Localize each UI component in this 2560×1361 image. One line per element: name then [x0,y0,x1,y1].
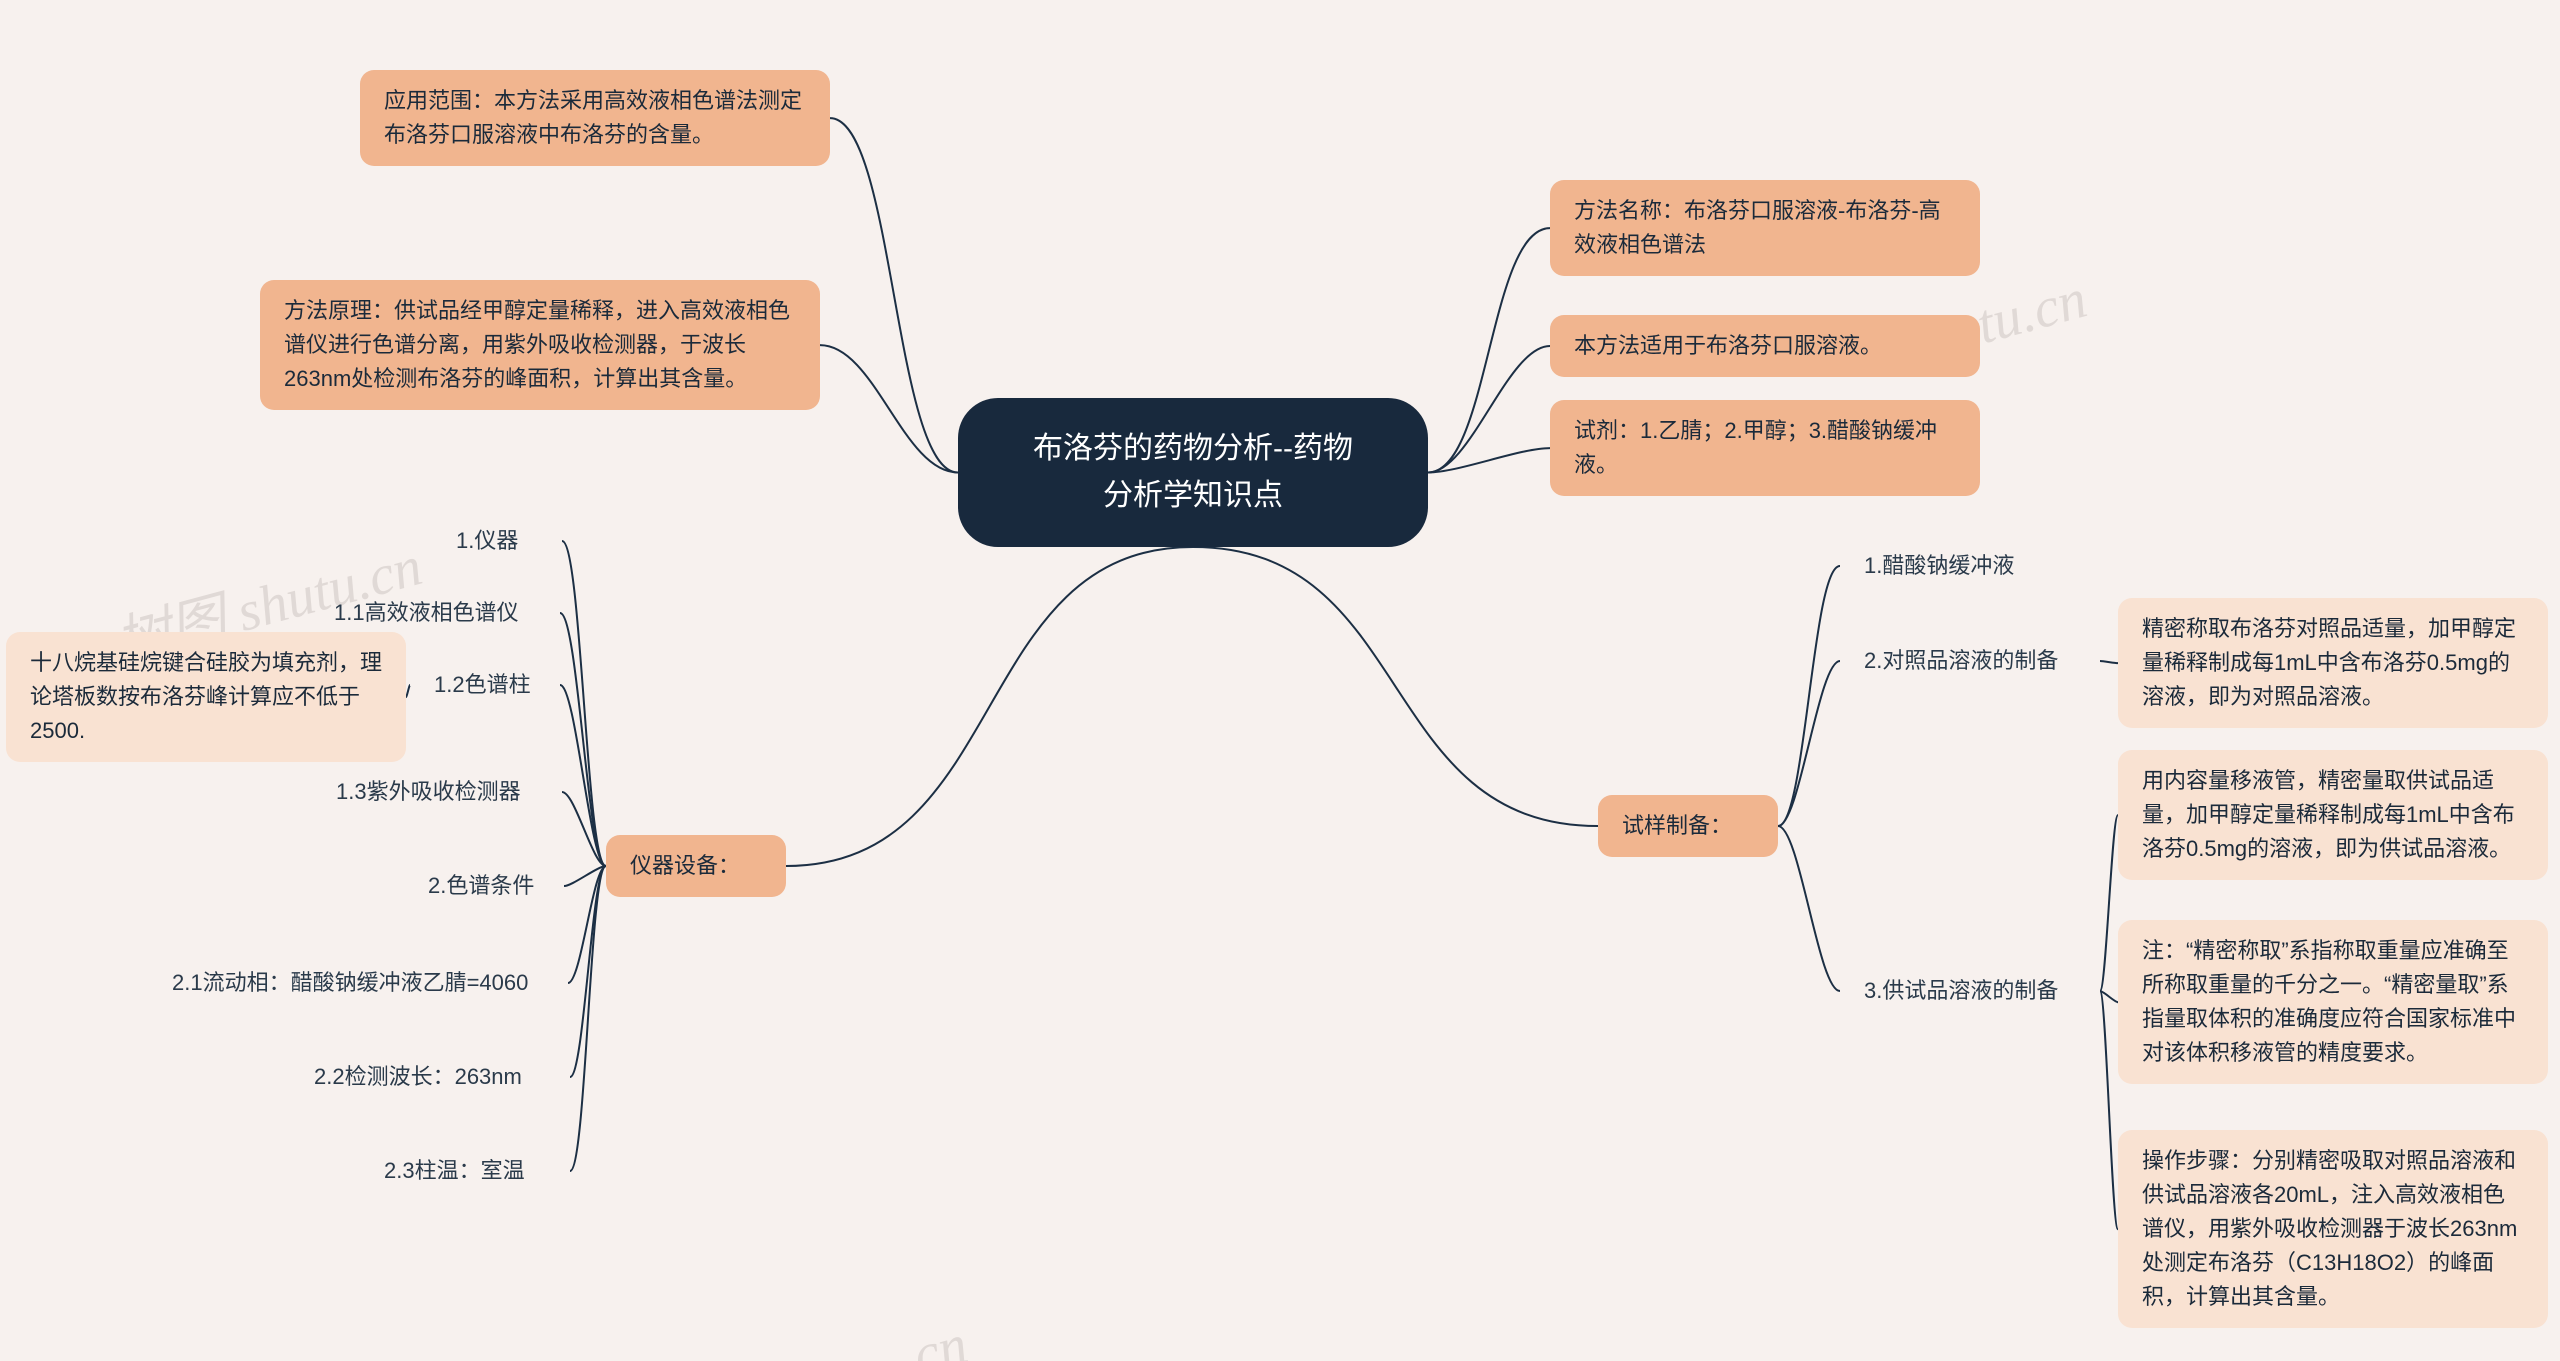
edge [2100,991,2118,1002]
edge [786,547,1193,866]
watermark: .cn [893,1312,974,1361]
edge [560,685,606,866]
node-eq-2: 2.色谱条件 [404,855,564,917]
edge [1778,566,1840,826]
edge [1193,547,1598,826]
node-method-name: 方法名称：布洛芬口服溶液-布洛芬-高效液相色谱法 [1550,180,1980,276]
node-principle: 方法原理：供试品经甲醇定量稀释，进入高效液相色谱仪进行色谱分离，用紫外吸收检测器… [260,280,820,410]
edge [830,118,958,472]
node-eq-1-2: 1.2色谱柱 [410,654,560,716]
center-node: 布洛芬的药物分析--药物分析学知识点 [958,398,1428,547]
node-sample-2-note: 精密称取布洛芬对照品适量，加甲醇定量稀释制成每1mL中含布洛芬0.5mg的溶液，… [2118,598,2548,728]
edge [1778,826,1840,991]
edge [568,866,606,983]
edge [564,866,606,886]
node-sample-3a: 用内容量移液管，精密量取供试品适量，加甲醇定量稀释制成每1mL中含布洛芬0.5m… [2118,750,2548,880]
node-sample-3b: 注：“精密称取”系指称取重量应准确至所称取重量的千分之一。“精密量取”系指量取体… [2118,920,2548,1084]
edge [1428,228,1550,472]
edge [1428,448,1550,472]
node-eq-2-1: 2.1流动相：醋酸钠缓冲液乙腈=4060 [148,952,568,1014]
node-reagents: 试剂：1.乙腈；2.甲醇；3.醋酸钠缓冲液。 [1550,400,1980,496]
node-equipment: 仪器设备： [606,835,786,897]
edge [2100,661,2118,663]
edge [2100,991,2118,1229]
node-applicable: 本方法适用于布洛芬口服溶液。 [1550,315,1980,377]
node-sample-3c: 操作步骤：分别精密吸取对照品溶液和供试品溶液各20mL，注入高效液相色谱仪，用紫… [2118,1130,2548,1328]
edge [1428,346,1550,472]
node-sample-3: 3.供试品溶液的制备 [1840,960,2100,1022]
node-eq-2-3: 2.3柱温：室温 [360,1140,570,1202]
node-sample-prep: 试样制备： [1598,795,1778,857]
node-eq-2-2: 2.2检测波长：263nm [290,1046,570,1108]
edge [570,866,606,1077]
edge [570,866,606,1171]
edge [1778,661,1840,826]
edge [560,613,606,866]
node-sample-1: 1.醋酸钠缓冲液 [1840,535,2050,597]
node-eq-1-2-note: 十八烷基硅烷键合硅胶为填充剂，理论塔板数按布洛芬峰计算应不低于2500. [6,632,406,762]
edge [2100,815,2118,991]
edge [562,541,606,866]
node-scope: 应用范围：本方法采用高效液相色谱法测定布洛芬口服溶液中布洛芬的含量。 [360,70,830,166]
node-eq-1: 1.仪器 [432,510,562,572]
edge [820,345,958,472]
node-eq-1-3: 1.3紫外吸收检测器 [312,761,562,823]
node-sample-2: 2.对照品溶液的制备 [1840,630,2100,692]
edge [562,792,606,866]
